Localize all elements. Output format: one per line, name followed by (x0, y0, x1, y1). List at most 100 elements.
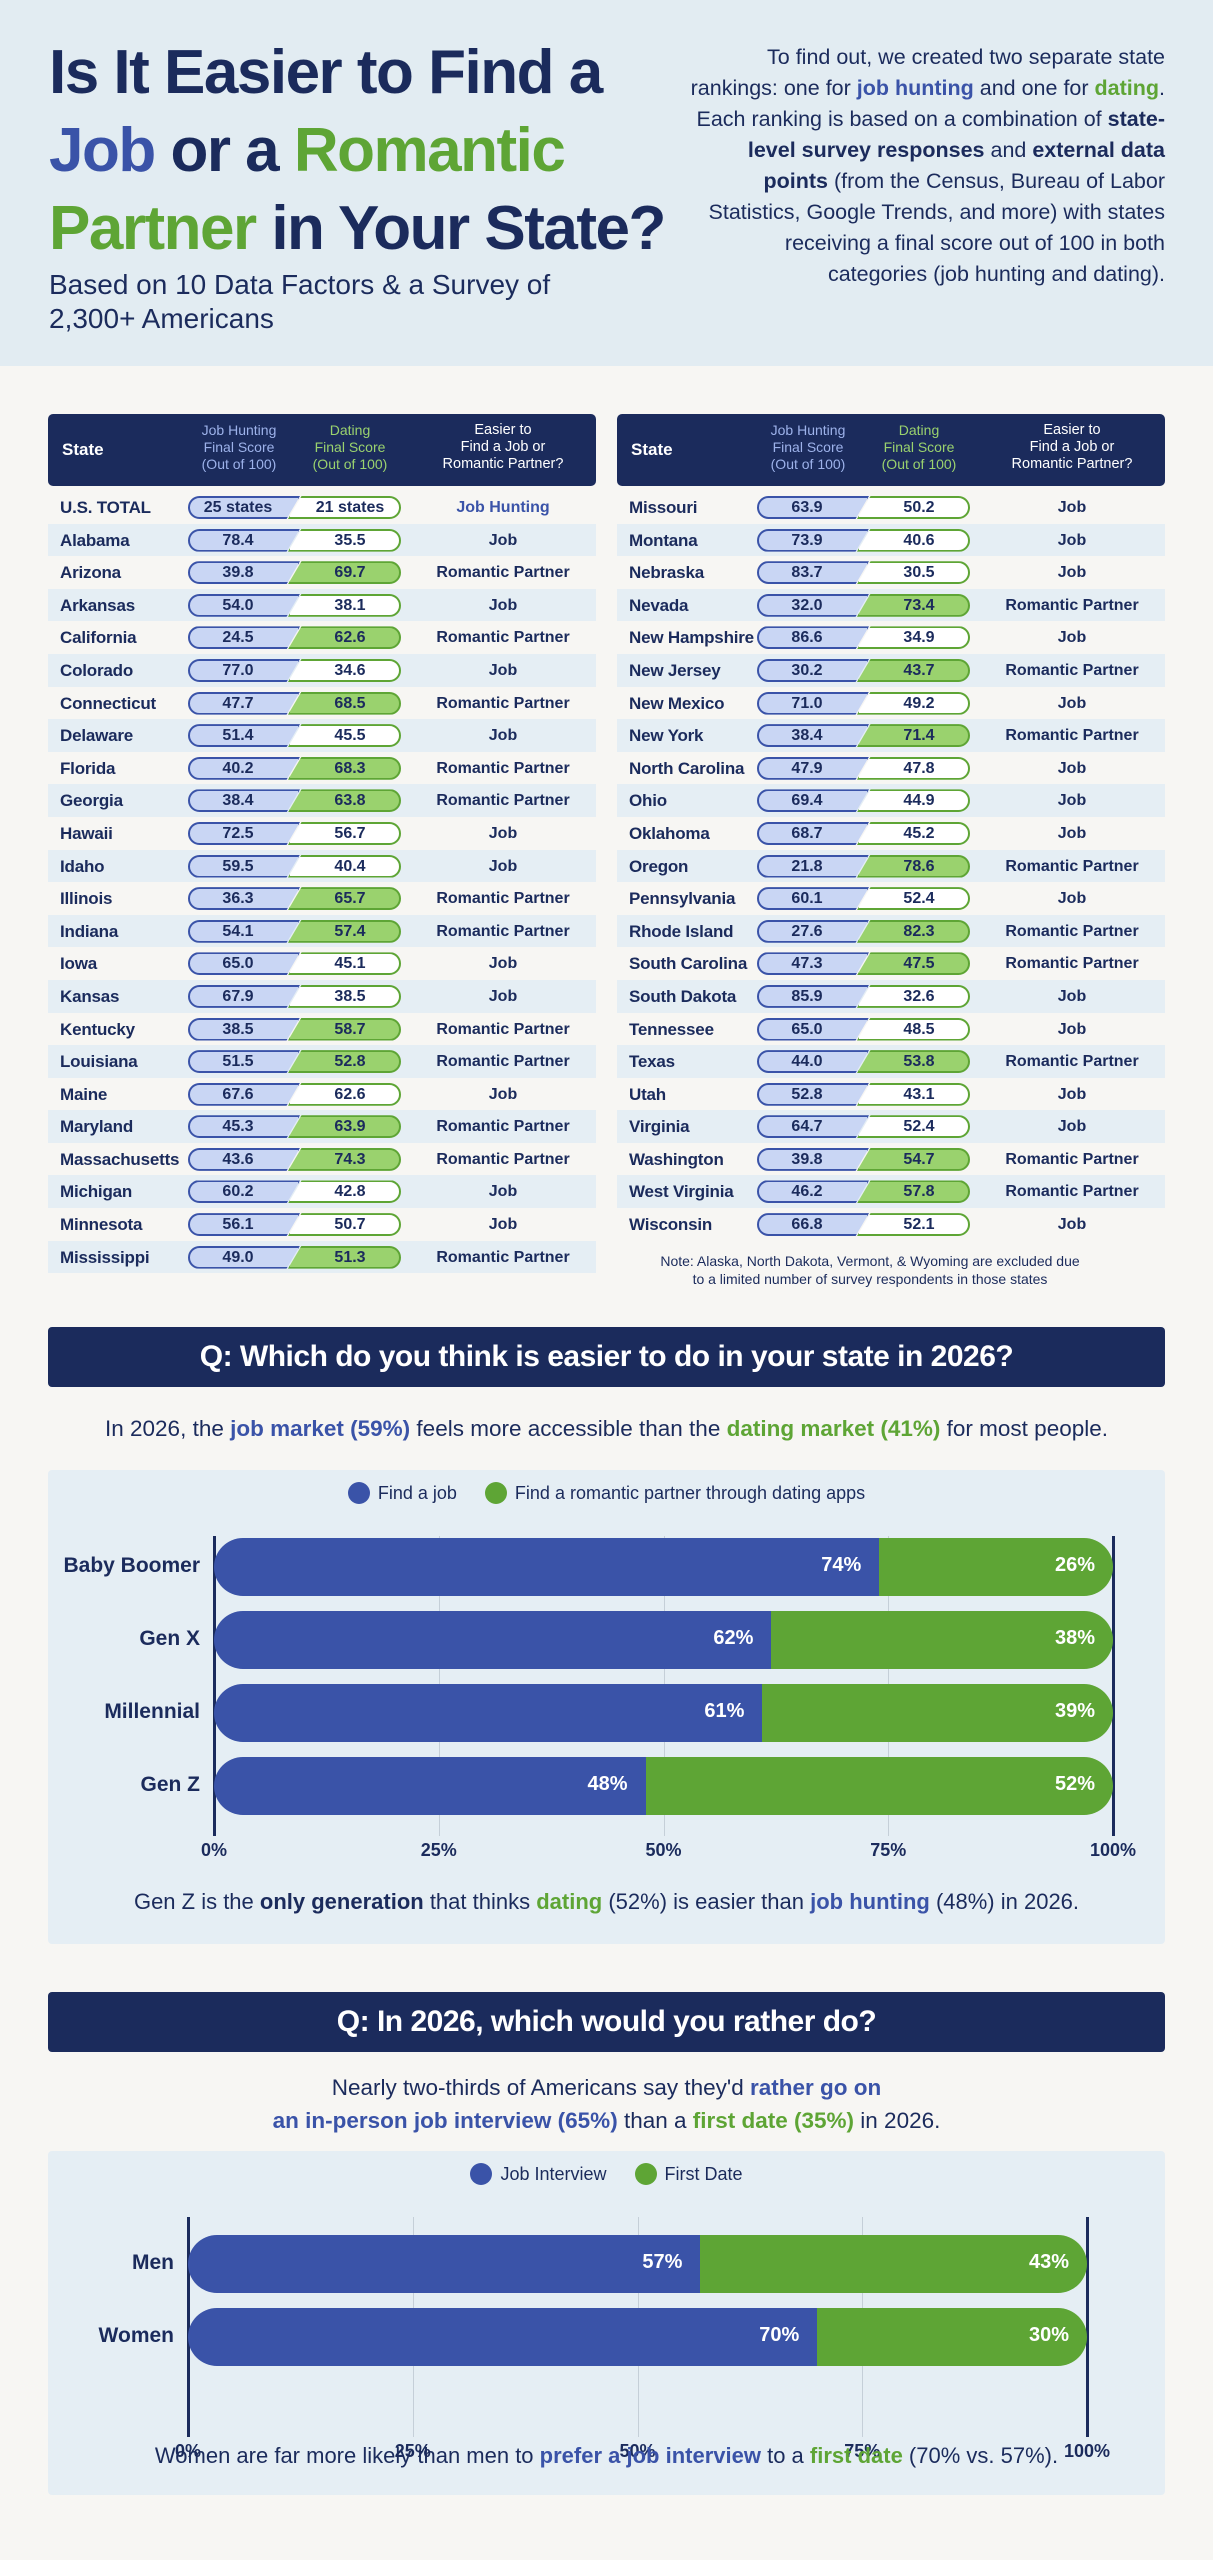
legend-label: First Date (664, 2164, 743, 2184)
dating-score: 47.5 (903, 955, 935, 973)
easier-answer: Job (488, 1085, 518, 1103)
x-tick-label: 0% (174, 2441, 201, 2461)
job-score: 60.2 (222, 1183, 254, 1201)
col-header-line: (Out of 100) (201, 456, 277, 472)
dating-score: 34.6 (334, 661, 366, 679)
dating-score: 48.5 (903, 1020, 935, 1038)
col-header-easier: Easier to Find a Job or Romantic Partner? (987, 422, 1157, 473)
legend-label: Find a job (377, 1483, 457, 1503)
job-score: 60.1 (791, 890, 823, 908)
dating-score: 68.3 (334, 759, 366, 777)
table-row: Oregon 21.8 78.6 Romantic Partner (617, 849, 1165, 883)
dating-score: 57.8 (903, 1183, 935, 1201)
state-name: Kentucky (60, 1019, 135, 1039)
dating-score: 53.8 (903, 1053, 935, 1071)
text-run: Gen Z is the (133, 1889, 260, 1914)
dating-score: 57.4 (334, 922, 366, 940)
title-or: or a (154, 116, 294, 185)
easier-answer: Romantic Partner (436, 1020, 570, 1038)
easier-answer: Job (488, 857, 518, 875)
dating-score: 52.4 (903, 1118, 935, 1136)
job-score: 49.0 (222, 1248, 254, 1266)
table-row: Iowa 65.0 45.1 Job (48, 947, 596, 980)
table-row: Louisiana 51.5 52.8 Romantic Partner (48, 1045, 596, 1078)
data-label: 43% (1028, 2251, 1069, 2273)
state-name: Mississippi (60, 1247, 150, 1267)
bar-segment: 38% (771, 1611, 1113, 1669)
job-score: 68.7 (791, 824, 823, 842)
job-score: 52.8 (791, 1085, 823, 1103)
state-name: U.S. TOTAL (60, 498, 151, 517)
x-tick-label: 50% (619, 2441, 656, 2461)
data-label: 39% (1054, 1700, 1095, 1722)
easier-answer: Romantic Partner (436, 792, 570, 810)
table-row: Virginia 64.7 52.4 Job (617, 1110, 1165, 1143)
easier-answer: Job (488, 661, 518, 679)
data-label: 62% (713, 1627, 754, 1649)
easier-answer: Job (1057, 890, 1087, 908)
text-run: for most people. (940, 1416, 1108, 1441)
text-run: job market (59%) (230, 1416, 411, 1441)
text-run: dating (1094, 76, 1160, 100)
q2-lead-line1: Nearly two-thirds of Americans say they'… (48, 2071, 1165, 2104)
dating-score: 78.6 (903, 857, 935, 875)
easier-answer: Job (1057, 694, 1087, 712)
easier-answer: Romantic Partner (1005, 1150, 1139, 1168)
easier-answer: Romantic Partner (436, 890, 570, 908)
job-score: 40.2 (222, 759, 254, 777)
state-name: Utah (629, 1084, 666, 1104)
table-row: Maryland 45.3 63.9 Romantic Partner (48, 1110, 596, 1143)
title-partner: Partner (49, 194, 257, 263)
easier-answer: Romantic Partner (436, 1248, 570, 1266)
job-score: 77.0 (222, 661, 254, 679)
dating-score: 38.5 (334, 987, 366, 1005)
header: Is It Easier to Find a Job or a Romantic… (0, 0, 1213, 366)
table-row: Missouri 63.9 50.2 Job (617, 491, 1165, 524)
axis-line (1111, 1536, 1115, 1836)
text-run: state-level survey responses (747, 107, 1165, 162)
state-table-left: State Job Hunting Final Score (Out of 100) D… (48, 414, 596, 1274)
state-name: Maryland (60, 1117, 134, 1137)
dating-score: 54.7 (903, 1150, 935, 1168)
table-row: South Carolina 47.3 47.5 Romantic Partner (617, 947, 1165, 980)
text-run: first date (809, 2443, 903, 2468)
bar-segment: 70% (188, 2308, 818, 2366)
text-run: In 2026, the (105, 1416, 231, 1441)
col-header-line: Find a Job or (1029, 439, 1115, 455)
job-score: 36.3 (222, 890, 254, 908)
state-name: Illinois (60, 889, 113, 909)
table-row: Nebraska 83.7 30.5 Job (617, 556, 1165, 589)
table-row: Arizona 39.8 69.7 Romantic Partner (48, 556, 596, 589)
easier-answer: Job (1057, 1118, 1087, 1136)
dating-score: 43.7 (903, 661, 935, 679)
table-row: South Dakota 85.9 32.6 Job (617, 979, 1165, 1013)
table-row: Idaho 59.5 40.4 Job (48, 849, 596, 883)
col-header-line: Find a Job or (460, 439, 546, 455)
table-row: Alabama 78.4 35.5 Job (48, 523, 596, 557)
x-tick-label: 50% (645, 1840, 682, 1860)
total-row: U.S. TOTAL 25 states 21 states Job Hunting (48, 491, 596, 524)
dating-score: 56.7 (334, 824, 366, 842)
text-run: rather go on (749, 2075, 882, 2100)
bar-segment: 62% (214, 1611, 772, 1669)
state-name: Connecticut (60, 693, 157, 713)
category-label: Baby Boomer (63, 1554, 200, 1577)
dating-score: 49.2 (903, 694, 935, 712)
dating-score: 34.9 (903, 629, 935, 647)
legend-item: Find a romantic partner through dating a… (484, 1482, 865, 1504)
state-name: South Dakota (629, 986, 737, 1006)
category-label: Gen X (139, 1627, 200, 1650)
state-name: New Jersey (629, 660, 721, 680)
job-score: 59.5 (222, 857, 254, 875)
dating-score: 73.4 (903, 596, 935, 614)
job-score: 39.8 (791, 1150, 823, 1168)
state-name: New Mexico (629, 693, 725, 713)
state-name: Wisconsin (629, 1215, 713, 1235)
easier-answer: Job (1057, 759, 1087, 777)
easier-answer: Job (1057, 531, 1087, 549)
state-name: Minnesota (60, 1215, 143, 1235)
job-score: 32.0 (791, 596, 823, 614)
easier-answer: Job (1057, 1020, 1087, 1038)
bar-segment: 30% (817, 2308, 1087, 2366)
x-tick-label: 25% (394, 2441, 431, 2461)
